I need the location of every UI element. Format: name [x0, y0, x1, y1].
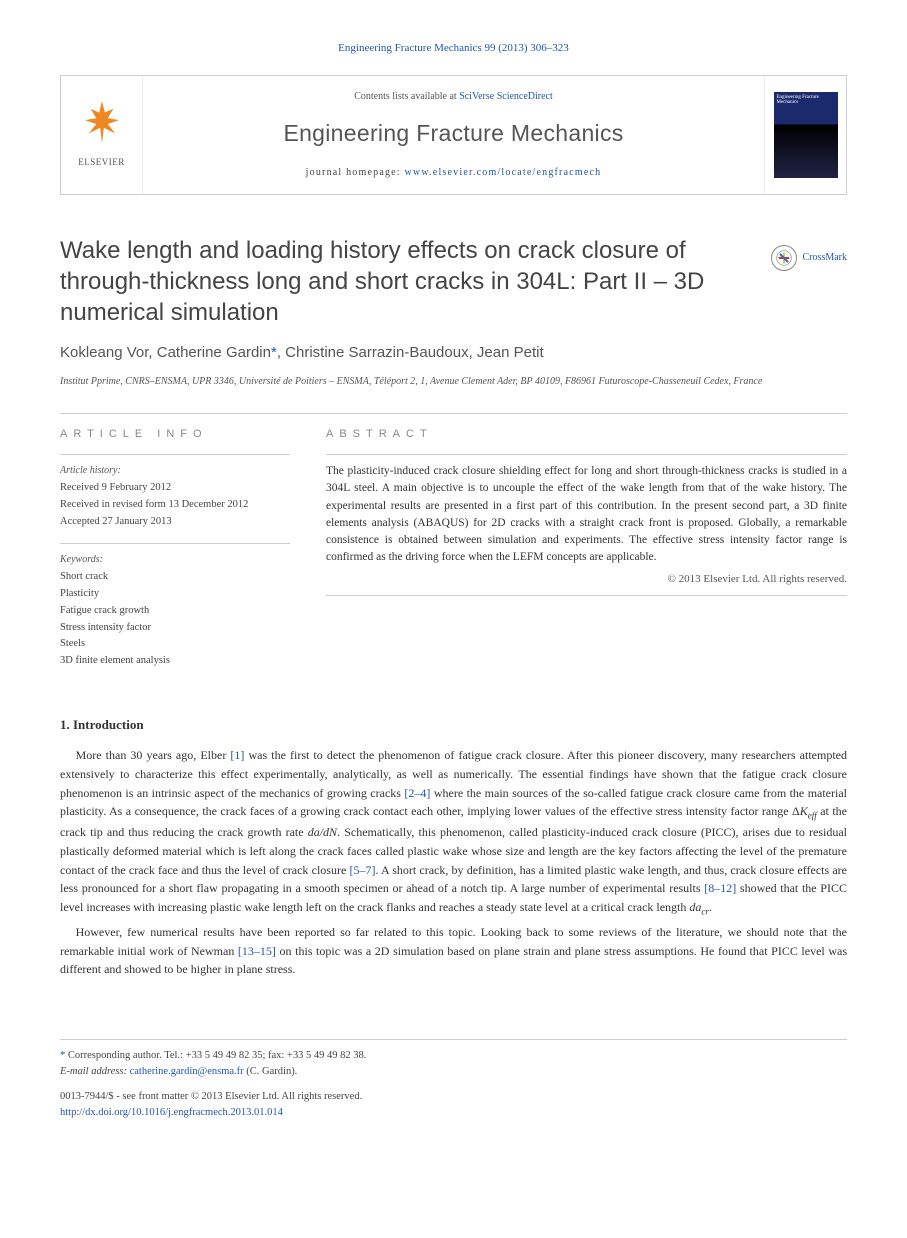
- info-abstract-row: ARTICLE INFO Article history: Received 9…: [60, 414, 847, 683]
- page-footer: * Corresponding author. Tel.: +33 5 49 4…: [60, 1039, 847, 1121]
- citation-link[interactable]: [2–4]: [404, 786, 430, 800]
- cover-image: Engineering Fracture Mechanics: [774, 92, 838, 178]
- journal-cover-thumb[interactable]: Engineering Fracture Mechanics: [764, 76, 846, 194]
- symbol-K-sub: eff: [808, 810, 817, 820]
- crossmark-badge[interactable]: CrossMark: [771, 235, 847, 271]
- issn-line: 0013-7944/$ - see front matter © 2013 El…: [60, 1089, 847, 1105]
- header-center: Contents lists available at SciVerse Sci…: [143, 76, 764, 194]
- elsevier-tree-icon: [83, 99, 121, 154]
- keyword: Stress intensity factor: [60, 620, 290, 636]
- journal-homepage: journal homepage: www.elsevier.com/locat…: [306, 165, 602, 180]
- publisher-name: ELSEVIER: [78, 156, 125, 170]
- keywords-list: Short crack Plasticity Fatigue crack gro…: [60, 569, 290, 669]
- article-head: Wake length and loading history effects …: [60, 235, 847, 329]
- affiliation: Institut Pprime, CNRS–ENSMA, UPR 3346, U…: [60, 375, 847, 389]
- email-link[interactable]: catherine.gardin@ensma.fr: [130, 1066, 244, 1077]
- history-item: Received 9 February 2012: [60, 480, 290, 496]
- intro-paragraph-2: However, few numerical results have been…: [60, 923, 847, 979]
- contents-line: Contents lists available at SciVerse Sci…: [354, 89, 553, 104]
- article-history-head: Article history:: [60, 463, 290, 478]
- keyword: Plasticity: [60, 586, 290, 602]
- sciverse-link[interactable]: SciVerse ScienceDirect: [459, 91, 553, 102]
- email-after: (C. Gardin).: [244, 1066, 298, 1077]
- email-label: E-mail address:: [60, 1066, 130, 1077]
- authors-part1: Kokleang Vor, Catherine Gardin: [60, 344, 271, 361]
- journal-reference: Engineering Fracture Mechanics 99 (2013)…: [60, 40, 847, 57]
- section-1-heading: 1. Introduction: [60, 715, 847, 735]
- p1-text: More than 30 years ago, Elber: [76, 748, 231, 762]
- article-history-list: Received 9 February 2012 Received in rev…: [60, 480, 290, 529]
- crossmark-icon: [771, 245, 797, 271]
- keyword: 3D finite element analysis: [60, 653, 290, 669]
- journal-title: Engineering Fracture Mechanics: [283, 116, 623, 151]
- contents-prefix: Contents lists available at: [354, 91, 459, 102]
- doi-link[interactable]: http://dx.doi.org/10.1016/j.engfracmech.…: [60, 1105, 847, 1121]
- intro-paragraph-1: More than 30 years ago, Elber [1] was th…: [60, 746, 847, 919]
- journal-header-box: ELSEVIER Contents lists available at Sci…: [60, 75, 847, 195]
- keyword: Short crack: [60, 569, 290, 585]
- homepage-label: journal homepage:: [306, 167, 405, 178]
- abs-divider-2: [326, 595, 847, 596]
- authors-line: Kokleang Vor, Catherine Gardin*, Christi…: [60, 342, 847, 365]
- homepage-url[interactable]: www.elsevier.com/locate/engfracmech: [404, 167, 601, 178]
- crossmark-label: CrossMark: [803, 250, 847, 265]
- corr-text: Corresponding author. Tel.: +33 5 49 49 …: [68, 1050, 366, 1061]
- article-title: Wake length and loading history effects …: [60, 235, 751, 329]
- publisher-logo[interactable]: ELSEVIER: [61, 76, 143, 194]
- article-info-column: ARTICLE INFO Article history: Received 9…: [60, 414, 290, 683]
- abstract-column: ABSTRACT The plasticity-induced crack cl…: [326, 414, 847, 683]
- history-item: Accepted 27 January 2013: [60, 514, 290, 530]
- p1-text: .: [709, 900, 712, 914]
- citation-link[interactable]: [8–12]: [704, 881, 736, 895]
- corresponding-author-note: * Corresponding author. Tel.: +33 5 49 4…: [60, 1048, 847, 1064]
- citation-link[interactable]: [5–7]: [349, 863, 375, 877]
- keyword: Fatigue crack growth: [60, 603, 290, 619]
- history-item: Received in revised form 13 December 201…: [60, 497, 290, 513]
- abstract-copyright: © 2013 Elsevier Ltd. All rights reserved…: [326, 571, 847, 588]
- article-info-heading: ARTICLE INFO: [60, 426, 290, 443]
- keywords-head: Keywords:: [60, 552, 290, 567]
- email-line: E-mail address: catherine.gardin@ensma.f…: [60, 1064, 847, 1080]
- abstract-heading: ABSTRACT: [326, 426, 847, 443]
- authors-part2: , Christine Sarrazin-Baudoux, Jean Petit: [277, 344, 544, 361]
- citation-link[interactable]: [1]: [230, 748, 244, 762]
- footnote-mark: *: [60, 1050, 65, 1061]
- symbol-K: K: [800, 804, 808, 818]
- abstract-text: The plasticity-induced crack closure shi…: [326, 463, 847, 567]
- symbol-dadn: da/dN: [308, 825, 337, 839]
- keyword: Steels: [60, 636, 290, 652]
- citation-link[interactable]: [13–15]: [238, 944, 276, 958]
- symbol-dacr-sub: cr: [701, 906, 709, 916]
- symbol-dacr: da: [689, 900, 701, 914]
